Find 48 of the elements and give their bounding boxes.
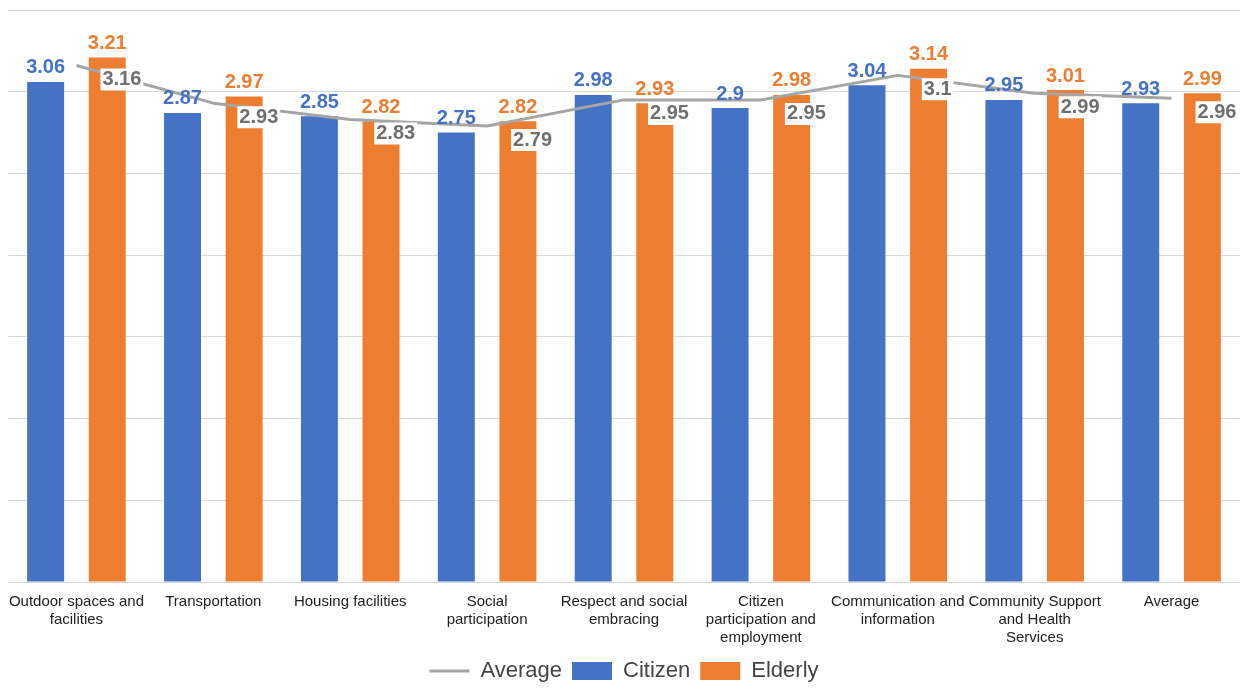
data-label: 2.9 [716,81,744,104]
data-label: 2.97 [224,70,264,93]
data-label: 3.21 [87,30,127,53]
data-label: 2.82 [361,94,401,117]
x-tick-label: Transportation [165,592,262,610]
data-label: 3.01 [1046,63,1085,86]
x-tick-label: Average [1143,592,1200,610]
data-label: 3.1 [923,76,952,99]
data-label: 2.82 [498,94,538,117]
data-label: 2.93 [239,104,279,127]
x-tick-label: Community Support and Health Services [968,592,1102,646]
data-label: 2.98 [573,68,613,91]
x-tick-label: Respect and social embracing [560,592,688,628]
data-label: 2.83 [376,121,416,144]
data-label: 3.06 [26,55,66,78]
x-tick-label: Communication and information [831,592,965,628]
legend-label: Citizen [623,657,691,683]
data-label: 2.99 [1182,66,1222,89]
bar [1122,103,1160,582]
data-label: 2.79 [513,127,553,150]
bar [27,81,65,582]
bar [985,99,1023,582]
bar [164,112,202,582]
data-label: 2.95 [650,101,689,124]
x-tick-label: Social participation [446,592,528,628]
data-label: 2.98 [772,68,812,91]
bar [711,108,749,582]
bar [574,94,612,582]
data-label: 3.04 [847,58,888,81]
x-tick-label: Outdoor spaces and facilities [8,592,144,628]
data-label: 2.75 [436,106,476,129]
data-label: 2.99 [1060,94,1100,117]
legend-label: Elderly [751,657,819,683]
x-tick-label: Housing facilities [293,592,407,610]
data-label: 2.93 [635,76,675,99]
data-label: 2.87 [163,86,202,109]
bar [437,132,475,582]
bar [848,85,886,582]
data-label: 3.14 [909,42,949,65]
data-label: 2.93 [1121,76,1161,99]
data-label: 3.16 [102,67,142,90]
legend-label: Average [480,657,563,683]
data-label: 2.95 [786,101,826,124]
data-label: 2.85 [299,89,339,112]
bar [300,116,338,582]
x-tick-label: Citizen participation and employment [705,592,816,646]
data-label: 2.95 [984,73,1024,96]
data-label: 2.96 [1197,99,1237,122]
